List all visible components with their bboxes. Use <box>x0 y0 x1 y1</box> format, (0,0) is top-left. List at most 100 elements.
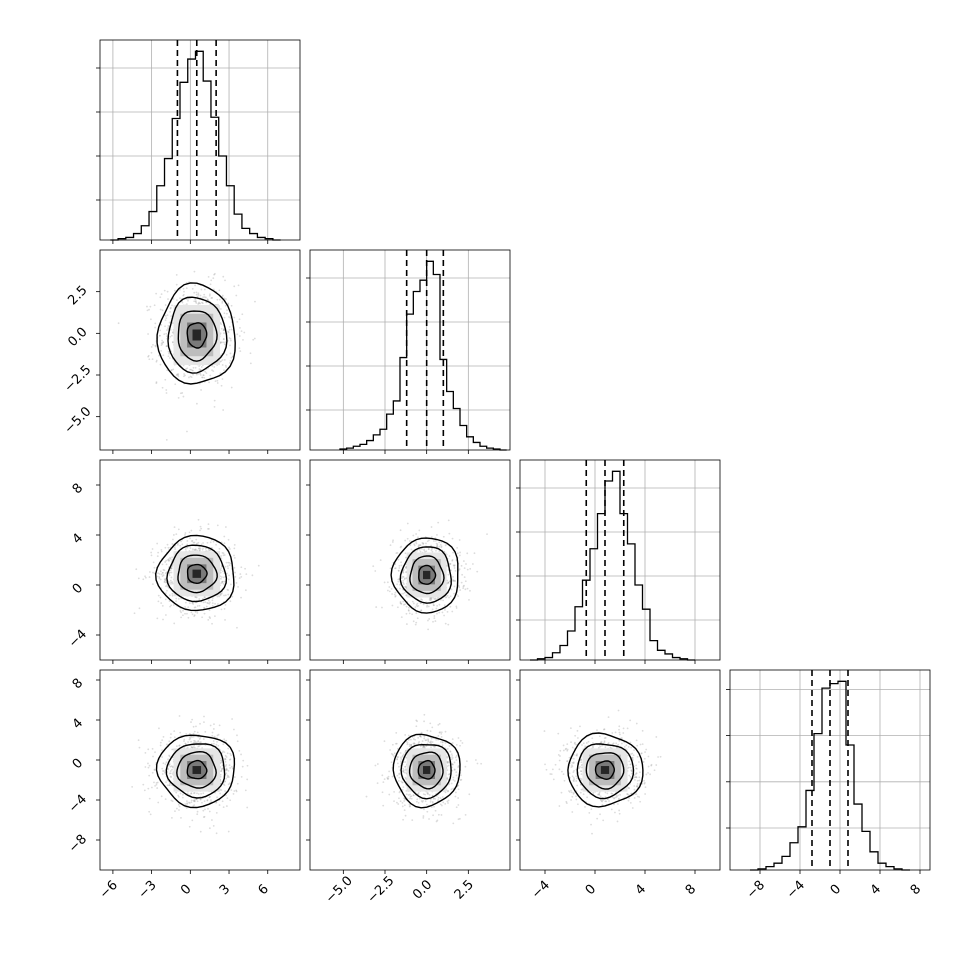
scatter-point <box>148 308 150 311</box>
scatter-point <box>398 772 401 775</box>
scatter-point <box>426 729 429 732</box>
scatter-point <box>223 780 226 783</box>
scatter-point <box>635 767 638 770</box>
scatter-point <box>159 296 162 299</box>
scatter-point <box>196 800 199 803</box>
scatter-point <box>575 780 578 782</box>
scatter-point <box>171 331 174 334</box>
scatter-point <box>182 294 185 297</box>
scatter-point <box>203 296 206 298</box>
scatter-point <box>165 559 168 562</box>
scatter-point <box>401 755 404 758</box>
scatter-point <box>231 595 234 598</box>
scatter-point <box>169 329 172 331</box>
scatter-point <box>202 547 204 550</box>
scatter-point <box>422 745 425 748</box>
contour-line <box>165 743 226 799</box>
scatter-point <box>163 581 166 584</box>
scatter-point <box>179 544 182 547</box>
scatter-point <box>417 801 420 804</box>
scatter-point <box>223 542 226 545</box>
scatter-point <box>635 722 638 725</box>
scatter-point <box>155 345 157 348</box>
scatter-point <box>152 755 154 758</box>
scatter-point <box>151 747 154 750</box>
scatter-point <box>201 548 204 551</box>
scatter-point <box>197 740 199 743</box>
scatter-point <box>425 739 428 742</box>
scatter-point <box>452 580 455 582</box>
scatter-point <box>391 604 394 607</box>
scatter-point <box>208 609 211 612</box>
scatter-point <box>446 769 449 772</box>
scatter-point <box>423 735 426 738</box>
scatter-point <box>211 599 214 602</box>
scatter-point <box>192 366 195 369</box>
scatter-point <box>170 604 173 607</box>
scatter-point <box>397 779 400 782</box>
scatter-point <box>210 297 213 299</box>
scatter-point <box>429 800 432 803</box>
scatter-point <box>449 563 452 565</box>
scatter-point <box>453 769 456 771</box>
scatter-point <box>243 331 246 334</box>
scatter-point <box>209 795 211 798</box>
scatter-point <box>224 754 227 757</box>
scatter-point <box>427 605 430 608</box>
scatter-point <box>166 335 168 338</box>
scatter-point <box>437 521 440 524</box>
scatter-point <box>453 761 456 764</box>
scatter-point <box>635 772 638 775</box>
scatter-point <box>190 721 192 723</box>
scatter-point <box>170 816 173 819</box>
scatter-point <box>220 555 223 557</box>
scatter-point <box>176 299 178 302</box>
scatter-point <box>200 288 203 291</box>
scatter-point <box>440 741 442 743</box>
scatter-point <box>180 734 183 737</box>
scatter-point <box>184 548 187 551</box>
scatter-point <box>433 615 436 617</box>
scatter-point <box>210 743 213 745</box>
scatter-point <box>397 803 400 805</box>
hist-panel-0 <box>96 39 301 244</box>
scatter-point <box>202 809 205 812</box>
scatter-point <box>223 312 226 315</box>
scatter-point <box>176 373 179 376</box>
scatter-point <box>221 341 223 344</box>
scatter-point <box>168 352 170 355</box>
scatter-point <box>222 329 225 332</box>
scatter-point <box>191 613 194 616</box>
scatter-point <box>225 763 228 766</box>
scatter-point <box>623 746 626 748</box>
scatter-point <box>400 602 402 605</box>
scatter-point <box>233 316 236 319</box>
scatter-point <box>159 741 162 744</box>
scatter-point <box>403 591 406 594</box>
scatter-point <box>231 718 233 720</box>
scatter-point <box>142 783 145 786</box>
scatter-point <box>463 576 466 579</box>
scatter-point <box>411 600 414 603</box>
scatter-point <box>224 760 227 763</box>
scatter-point <box>410 548 413 551</box>
scatter-point <box>163 333 166 335</box>
scatter-point <box>163 580 166 583</box>
scatter-point <box>618 725 621 728</box>
scatter-point <box>147 748 150 751</box>
scatter-point <box>461 742 464 744</box>
scatter-point <box>447 764 450 767</box>
scatter-point <box>415 725 418 728</box>
scatter-point <box>222 552 225 555</box>
scatter-point <box>401 789 404 791</box>
scatter-point <box>221 378 224 380</box>
scatter-point <box>167 764 170 767</box>
scatter-point <box>171 304 173 307</box>
scatter-point <box>399 752 402 754</box>
scatter-point <box>216 298 219 301</box>
scatter-point <box>216 379 219 382</box>
scatter-point <box>402 771 405 773</box>
scatter-point <box>448 772 451 775</box>
scatter-point <box>233 547 236 550</box>
scatter-point <box>197 303 199 305</box>
